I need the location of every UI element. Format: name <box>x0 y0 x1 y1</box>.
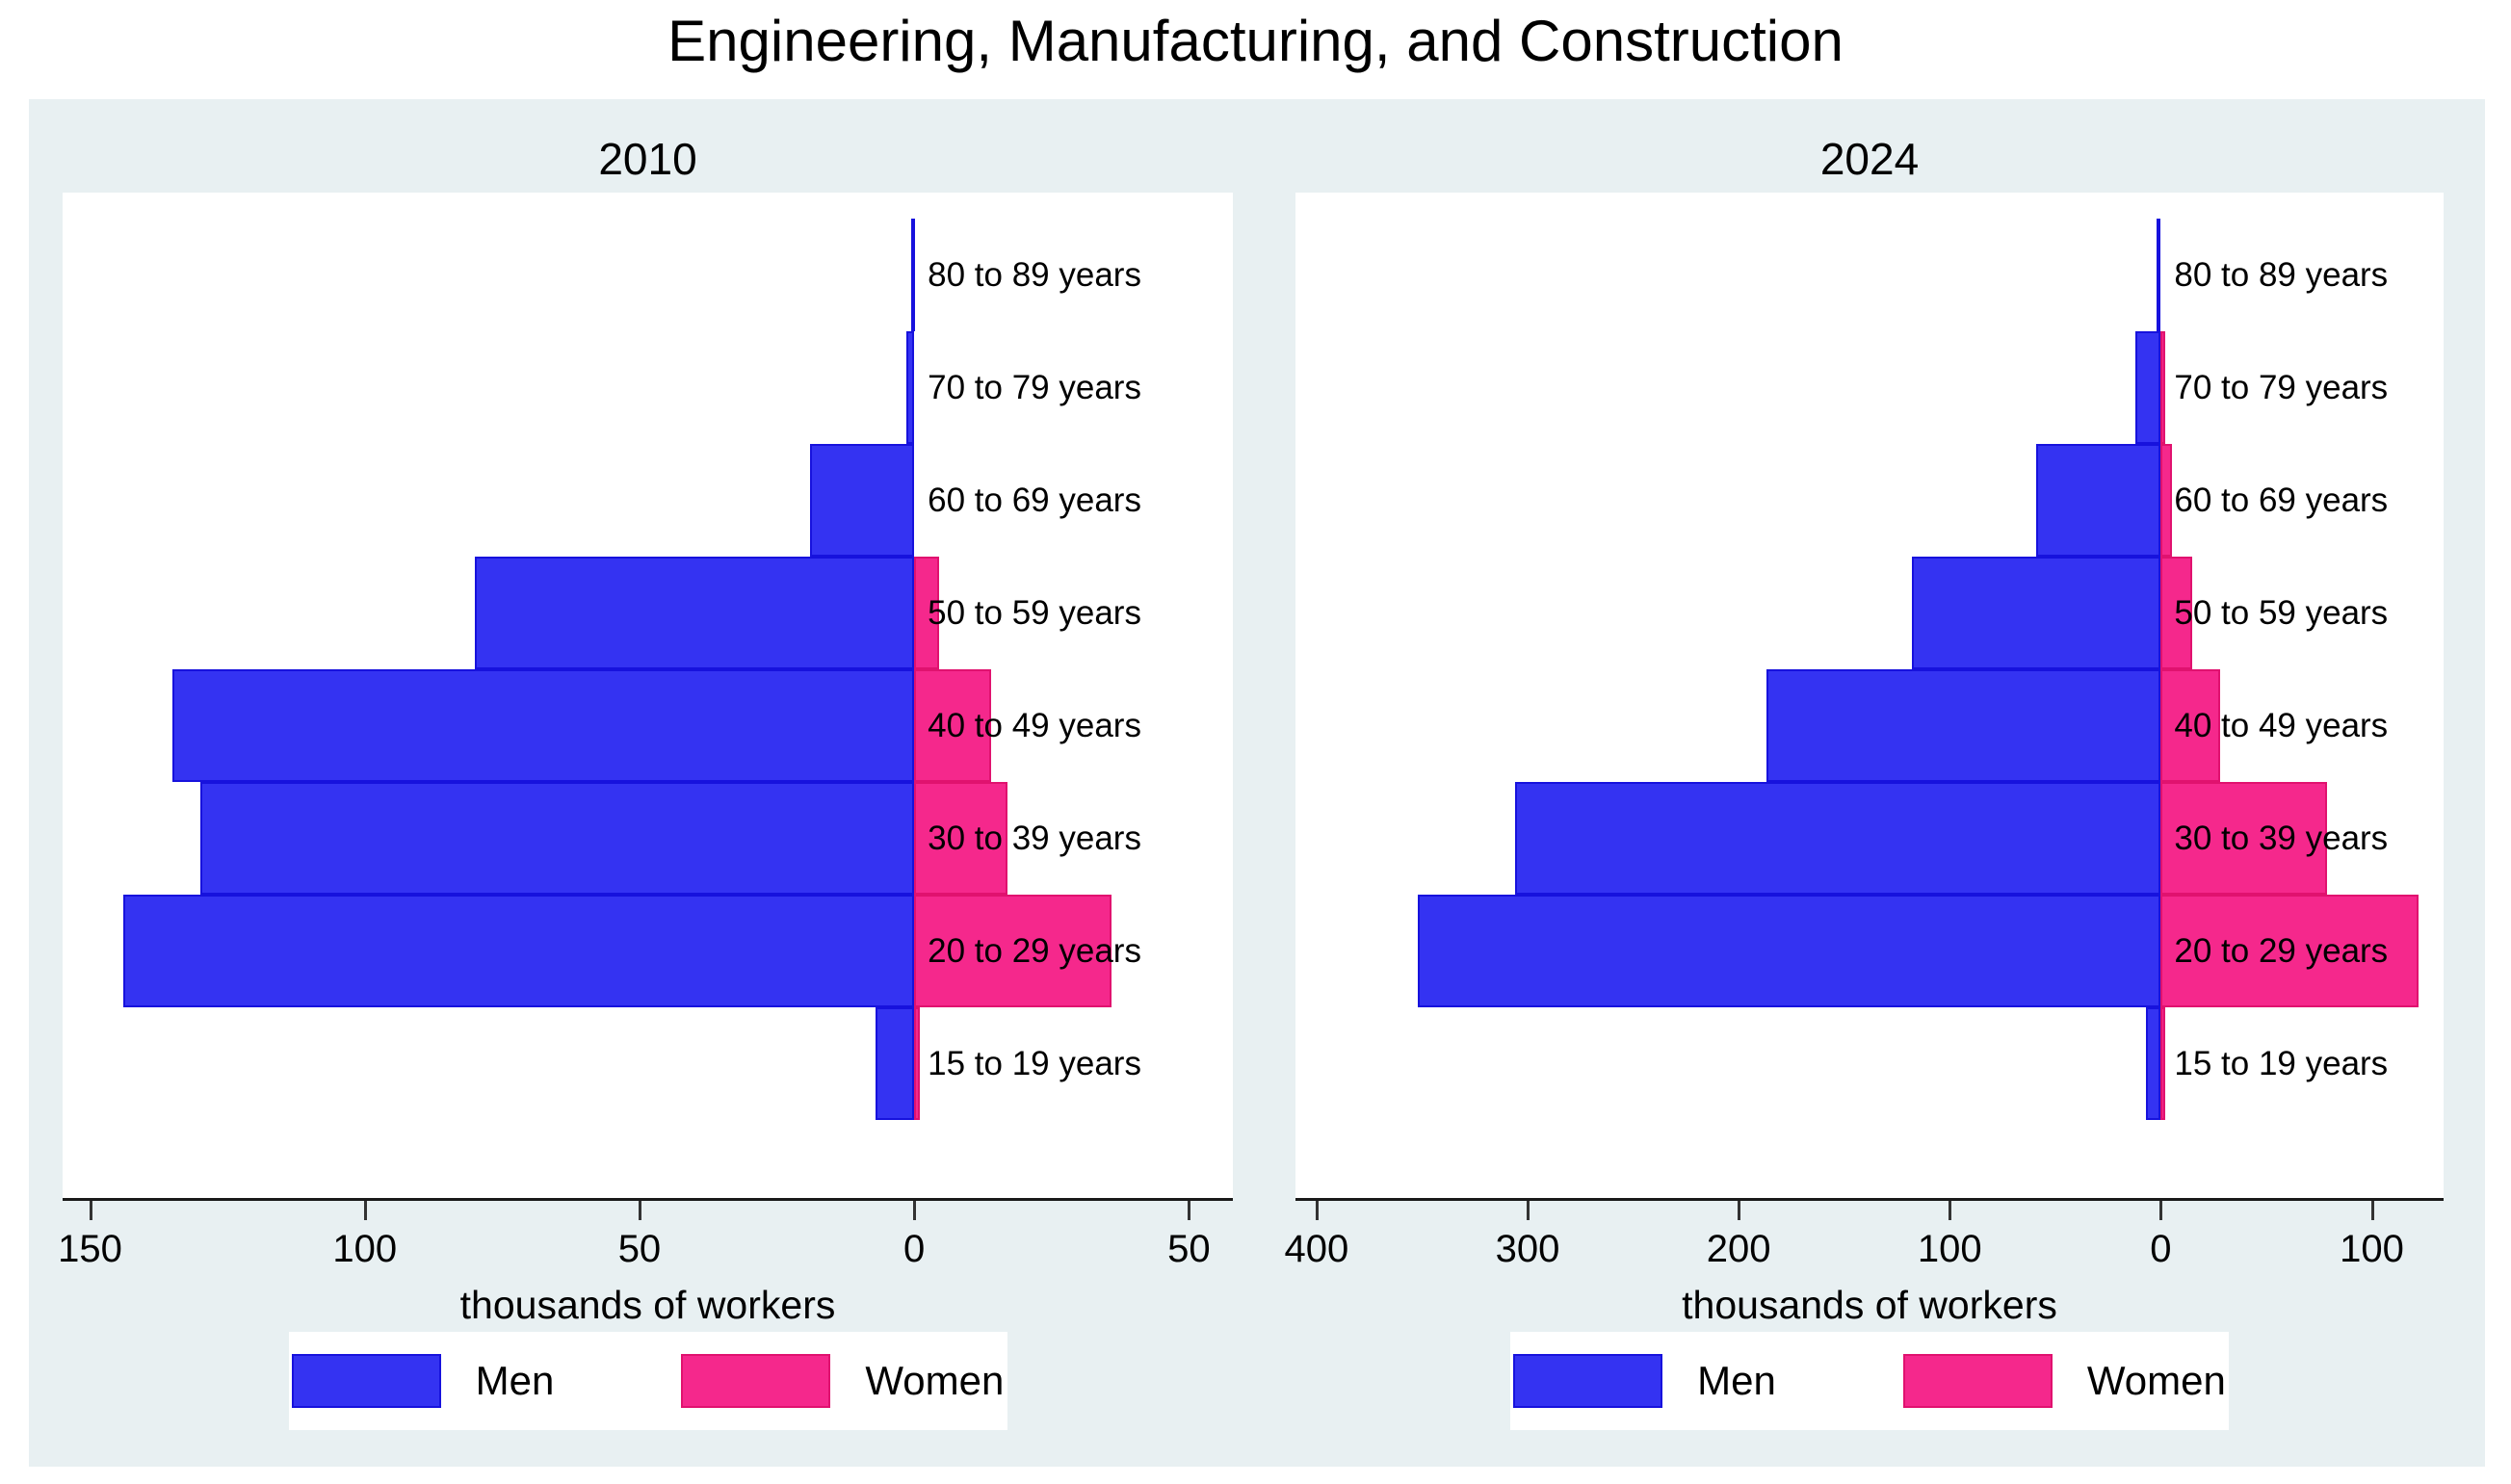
women-bar-15-to-19-years <box>2160 1007 2165 1120</box>
men-bar-30-to-39-years <box>1514 782 2161 895</box>
x-tick-label: 100 <box>332 1228 398 1270</box>
women-bar-30-to-39-years <box>914 782 1008 895</box>
x-tick-mark <box>1738 1201 1741 1220</box>
men-bar-80-to-89-years <box>2157 219 2161 331</box>
women-legend-swatch <box>1902 1354 2053 1408</box>
age-group-label: 80 to 89 years <box>928 255 1141 294</box>
x-tick-label: 400 <box>1284 1228 1349 1270</box>
men-bar-20-to-29-years <box>1418 895 2161 1007</box>
x-tick-mark <box>1188 1201 1191 1220</box>
subplot-title-2024: 2024 <box>1819 134 1920 184</box>
x-tick-mark <box>89 1201 92 1220</box>
age-group-label: 50 to 59 years <box>928 593 1141 632</box>
women-bar-50-to-59-years <box>2160 557 2193 669</box>
women-bar-20-to-29-years <box>2160 895 2419 1007</box>
x-tick-mark <box>2159 1201 2163 1220</box>
subplot-2010: 2010 80 to 89 years 70 to 79 years 60 to 6… <box>29 99 2485 1467</box>
men-bar-40-to-49-years <box>1766 669 2161 782</box>
age-group-label: 15 to 19 years <box>928 1044 1141 1082</box>
women-bar-40-to-49-years <box>2160 669 2220 782</box>
women-bar-50-to-59-years <box>914 557 939 669</box>
legend-2010: Men Women <box>288 1332 1007 1430</box>
figure-title: Engineering, Manufacturing, and Construc… <box>667 9 1844 73</box>
legend-2024: Men Women <box>1510 1332 2229 1430</box>
x-tick-label: 300 <box>1495 1228 1560 1270</box>
men-bar-20-to-29-years <box>122 895 915 1007</box>
women-bar-20-to-29-years <box>914 895 1112 1007</box>
age-group-label: 50 to 59 years <box>2174 593 2389 632</box>
x-axis-line <box>1295 1198 2444 1201</box>
subplot-title-2010: 2010 <box>598 134 697 184</box>
x-tick-label: 100 <box>2340 1228 2404 1270</box>
men-legend-label: Men <box>1697 1358 1776 1403</box>
men-legend-swatch <box>1513 1354 1663 1408</box>
men-bar-70-to-79-years <box>905 331 915 444</box>
women-legend-label: Women <box>865 1358 1005 1403</box>
x-tick-label: 150 <box>58 1228 122 1270</box>
x-axis-line <box>63 1198 1233 1201</box>
x-tick-mark <box>913 1201 917 1220</box>
men-bar-70-to-79-years <box>2135 331 2161 444</box>
x-tick-label: 0 <box>2150 1228 2172 1270</box>
age-group-label: 30 to 39 years <box>928 819 1141 857</box>
women-bar-40-to-49-years <box>914 669 991 782</box>
age-group-label: 60 to 69 years <box>928 481 1141 519</box>
age-group-label: 15 to 19 years <box>2174 1044 2389 1082</box>
subplot-2024: 2024 80 to 89 years 70 to 79 years 60 to 6… <box>29 99 2485 1467</box>
men-legend-label: Men <box>475 1358 555 1403</box>
men-bar-30-to-39-years <box>199 782 915 895</box>
age-group-label: 30 to 39 years <box>2174 819 2389 857</box>
x-tick-label: 0 <box>903 1228 926 1270</box>
age-group-label: 20 to 29 years <box>928 931 1141 970</box>
x-tick-mark <box>363 1201 367 1220</box>
women-bar-30-to-39-years <box>2160 782 2328 895</box>
x-tick-mark <box>1527 1201 1530 1220</box>
women-legend-label: Women <box>2086 1358 2226 1403</box>
age-group-label: 40 to 49 years <box>2174 706 2389 744</box>
x-tick-mark <box>1315 1201 1319 1220</box>
men-bar-40-to-49-years <box>172 669 915 782</box>
x-tick-label: 100 <box>1917 1228 1982 1270</box>
x-axis-title-2024: thousands of workers <box>1682 1283 2057 1327</box>
age-group-label: 60 to 69 years <box>2174 481 2389 519</box>
men-bar-50-to-59-years <box>474 557 915 669</box>
x-axis-title-2010: thousands of workers <box>459 1283 836 1327</box>
men-bar-15-to-19-years <box>876 1007 915 1120</box>
men-legend-swatch <box>291 1354 441 1408</box>
age-group-label: 70 to 79 years <box>928 368 1141 406</box>
age-group-label: 80 to 89 years <box>2174 255 2389 294</box>
x-tick-mark <box>1949 1201 1952 1220</box>
x-tick-label: 50 <box>617 1228 662 1270</box>
x-tick-mark <box>638 1201 641 1220</box>
x-tick-label: 50 <box>1167 1228 1211 1270</box>
women-bar-70-to-79-years <box>2160 331 2165 444</box>
age-group-label: 20 to 29 years <box>2174 931 2389 970</box>
men-bar-80-to-89-years <box>911 219 916 331</box>
men-bar-15-to-19-years <box>2146 1007 2161 1120</box>
age-group-label: 70 to 79 years <box>2174 368 2389 406</box>
women-bar-60-to-69-years <box>2160 444 2173 557</box>
figure-panel: 2010 80 to 89 years 70 to 79 years 60 to 6… <box>29 99 2485 1467</box>
men-bar-60-to-69-years <box>2036 444 2161 557</box>
women-bar-15-to-19-years <box>914 1007 920 1120</box>
men-bar-50-to-59-years <box>1911 557 2161 669</box>
age-group-label: 40 to 49 years <box>928 706 1141 744</box>
women-legend-swatch <box>681 1354 831 1408</box>
x-tick-mark <box>2370 1201 2374 1220</box>
x-tick-label: 200 <box>1706 1228 1771 1270</box>
men-bar-60-to-69-years <box>809 444 915 557</box>
